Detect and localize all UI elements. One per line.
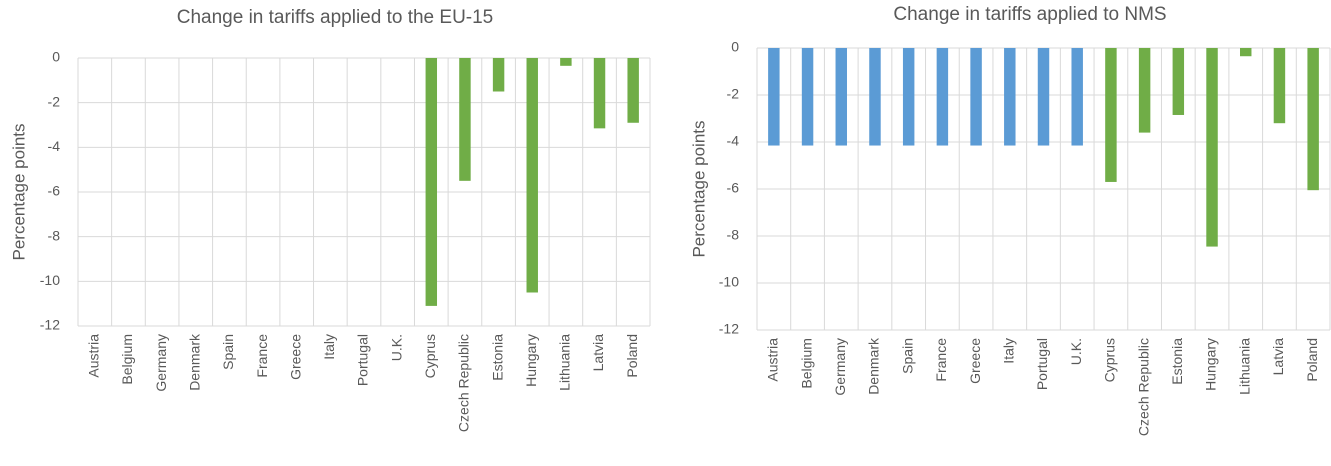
y-tick-label: -2 [48,93,61,109]
x-tick-label: Italy [321,334,337,360]
x-tick-label: Portugal [1034,338,1050,390]
bar [1004,48,1016,146]
bar [902,48,915,146]
bar [1206,48,1218,247]
x-tick-label: Austria [86,334,102,378]
bar [1138,48,1151,133]
bar [1105,48,1117,182]
bar [560,58,572,66]
x-tick-label: Estonia [489,334,505,381]
bar [1071,48,1083,146]
bar [970,48,982,146]
y-tick-label: -10 [40,272,60,288]
bar [425,58,438,306]
bar [936,48,949,146]
x-tick-label: Belgium [119,334,135,385]
x-tick-label: Belgium [798,338,814,389]
bar [1037,48,1050,146]
x-tick-label: Hungary [523,334,539,387]
y-axis-label: Percentage points [689,120,708,257]
x-tick-label: Estonia [1169,338,1185,385]
bar [492,58,505,92]
chart-title: Change in tariffs applied to NMS [893,4,1166,25]
x-tick-label: Lithuania [557,334,573,391]
x-tick-label: Latvia [590,334,606,372]
x-tick-label: U.K. [388,334,404,361]
x-tick-label: Portugal [355,334,371,386]
x-tick-label: Czech Republic [456,334,472,432]
bar [1240,48,1252,57]
bar [526,58,538,293]
bar [459,58,471,181]
y-tick-label: -4 [48,138,61,154]
x-tick-label: France [254,334,270,378]
bar [1172,48,1185,115]
x-tick-label: Germany [153,334,169,392]
bar [835,48,847,146]
bar [1273,48,1286,124]
y-axis-label: Percentage points [9,123,28,260]
x-tick-label: Austria [765,338,781,382]
x-tick-label: Denmark [186,333,202,391]
bar [768,48,780,146]
x-tick-label: Greece [287,334,303,380]
bar [869,48,881,146]
bar [593,58,606,129]
y-tick-label: -6 [727,180,740,196]
chart-title: Change in tariffs applied to the EU-15 [177,7,494,28]
x-tick-label: Cyprus [1102,338,1118,382]
y-tick-label: -12 [719,321,739,337]
y-tick-label: 0 [52,49,60,65]
y-tick-label: -10 [719,274,739,290]
x-tick-label: Spain [899,338,915,374]
bar [801,48,814,146]
y-tick-label: -6 [48,183,61,199]
y-tick-label: -8 [727,227,740,243]
bar [627,58,639,123]
x-tick-label: Spain [220,334,236,370]
x-tick-label: Poland [1304,338,1320,382]
x-tick-label: Poland [624,334,640,378]
y-tick-label: 0 [731,39,739,55]
x-tick-label: U.K. [1068,338,1084,365]
bar [1307,48,1319,191]
x-tick-label: Germany [832,338,848,396]
y-tick-label: -4 [727,133,740,149]
x-tick-label: France [933,338,949,382]
x-tick-label: Hungary [1203,338,1219,391]
x-tick-label: Lithuania [1236,338,1252,395]
y-tick-label: -8 [48,227,61,243]
x-tick-label: Denmark [866,337,882,395]
x-tick-label: Italy [1000,338,1016,364]
x-tick-label: Greece [967,338,983,384]
x-tick-label: Czech Republic [1135,338,1151,436]
x-tick-label: Cyprus [422,334,438,378]
y-tick-label: -12 [40,317,60,333]
y-tick-label: -2 [727,86,740,102]
x-tick-label: Latvia [1270,338,1286,376]
